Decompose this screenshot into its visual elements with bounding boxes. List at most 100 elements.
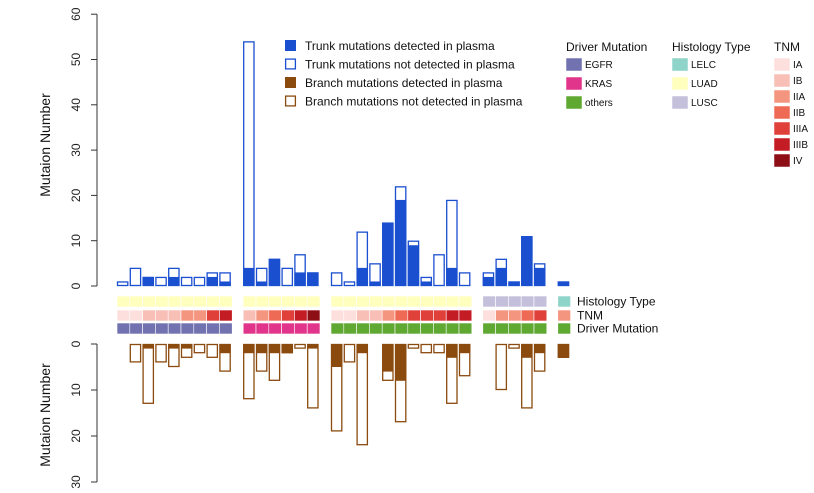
trunk-total-bar xyxy=(129,267,142,287)
tnm-legend: TNM IA IB IIA IIB IIIA IIIB IV xyxy=(773,40,808,168)
top-axis-tick-label: 60 xyxy=(69,7,83,21)
branch-detected-bar xyxy=(395,344,407,381)
driver-legend-label: others xyxy=(585,98,613,109)
driver-cell xyxy=(458,322,473,335)
tnm-cell xyxy=(420,309,434,322)
bottom-axis-tick-label: 10 xyxy=(69,383,83,397)
trunk-total-bar xyxy=(458,272,471,287)
driver-cell xyxy=(508,322,522,335)
top-bars xyxy=(116,41,570,287)
branch-detected-bar xyxy=(243,344,255,354)
legend-label: Trunk mutations detected in plasma xyxy=(305,39,495,53)
histology-cell xyxy=(206,295,220,308)
branch-detected-bar xyxy=(168,344,180,349)
histology-cell xyxy=(268,295,282,308)
driver-cell xyxy=(356,322,370,335)
histology-legend-label: LUSC xyxy=(691,98,718,109)
histology-cell xyxy=(458,295,473,308)
tnm-cell xyxy=(381,309,396,322)
trunk-detected-bar xyxy=(268,258,281,286)
bottom-bars xyxy=(129,343,570,446)
tnm-cell xyxy=(433,309,447,322)
branch-total-bar xyxy=(129,343,142,363)
driver-cell xyxy=(193,322,207,335)
tnm-legend-swatch xyxy=(773,89,791,104)
tnm-legend-swatch xyxy=(773,73,791,88)
driver-cell xyxy=(142,322,156,335)
tnm-cell xyxy=(458,309,473,322)
trunk-detected-bar xyxy=(307,272,319,286)
tnm-legend-label: IV xyxy=(793,156,803,167)
histology-cell xyxy=(394,295,409,308)
driver-cell xyxy=(394,322,409,335)
tnm-legend-label: IIB xyxy=(793,108,806,119)
branch-total-bar xyxy=(307,343,319,409)
tnm-cell xyxy=(219,309,233,322)
trunk-detected-bar xyxy=(206,276,218,286)
bottom-y-axis-label: Mutaion Number xyxy=(37,363,53,467)
tnm-cell xyxy=(206,309,220,322)
driver-cell xyxy=(242,322,257,335)
trunk-detected-bar xyxy=(446,267,458,286)
tnm-cell xyxy=(557,309,571,322)
tnm-legend-swatch xyxy=(773,153,791,168)
histology-cell xyxy=(116,295,131,308)
tnm-legend-label: IIIB xyxy=(793,140,808,151)
trunk-detected-bar xyxy=(168,276,180,286)
legend-swatch xyxy=(284,95,297,107)
top-y-axis-label: Mutaion Number xyxy=(37,93,53,197)
tnm-legend-label: IIIA xyxy=(793,124,808,135)
branch-detected-bar xyxy=(331,344,343,367)
branch-detected-bar xyxy=(557,344,570,358)
branch-detected-bar xyxy=(142,344,154,349)
bar-legend: Trunk mutations detected in plasma Trunk … xyxy=(284,39,523,109)
histology-cell xyxy=(167,295,182,308)
trunk-detected-bar xyxy=(407,245,420,286)
legend-label: Branch mutations detected in plasma xyxy=(305,76,503,90)
driver-cell xyxy=(255,322,270,335)
driver-cell xyxy=(206,322,220,335)
branch-detected-bar xyxy=(268,344,281,354)
tnm-cell xyxy=(180,309,195,322)
top-axis-tick-label: 30 xyxy=(69,143,83,157)
histology-legend-swatch xyxy=(671,57,689,72)
branch-detected-bar xyxy=(281,344,293,354)
histology-cell xyxy=(142,295,156,308)
driver-cell xyxy=(381,322,396,335)
histology-cell xyxy=(557,295,571,308)
driver-legend-label: KRAS xyxy=(585,79,613,90)
trunk-total-bar xyxy=(180,276,193,287)
trunk-detected-bar xyxy=(395,199,407,286)
histology-legend-label: LUAD xyxy=(691,79,718,90)
tnm-cell xyxy=(520,309,535,322)
driver-cell xyxy=(433,322,447,335)
driver-cell xyxy=(343,322,357,335)
top-y-axis: 0 10 20 30 40 50 60 xyxy=(69,7,98,289)
driver-legend-swatch xyxy=(565,76,583,91)
branch-detected-bar xyxy=(219,344,231,354)
branch-detected-bar xyxy=(521,344,533,358)
tnm-cell xyxy=(482,309,496,322)
histology-cell xyxy=(129,295,143,308)
tnm-cell xyxy=(116,309,131,322)
tnm-cell xyxy=(508,309,522,322)
trunk-total-bar xyxy=(193,276,206,287)
top-axis-tick-label: 20 xyxy=(69,188,83,202)
trunk-detected-bar xyxy=(382,222,394,286)
trunk-total-bar xyxy=(116,281,129,287)
trunk-detected-bar xyxy=(420,281,432,286)
tnm-cell xyxy=(330,309,345,322)
histology-cell xyxy=(433,295,447,308)
tnm-cell xyxy=(369,309,383,322)
histology-cell xyxy=(294,295,308,308)
histology-cell xyxy=(193,295,207,308)
driver-cell xyxy=(520,322,535,335)
histology-cell xyxy=(306,295,321,308)
histology-cell xyxy=(255,295,270,308)
top-axis-tick-label: 40 xyxy=(69,98,83,112)
branch-total-bar xyxy=(343,343,356,363)
histology-legend-swatch xyxy=(671,76,689,91)
histology-type-legend: Histology Type LELC LUAD LUSC xyxy=(671,40,751,110)
branch-total-bar xyxy=(193,343,206,354)
tnm-legend-swatch xyxy=(773,57,791,72)
